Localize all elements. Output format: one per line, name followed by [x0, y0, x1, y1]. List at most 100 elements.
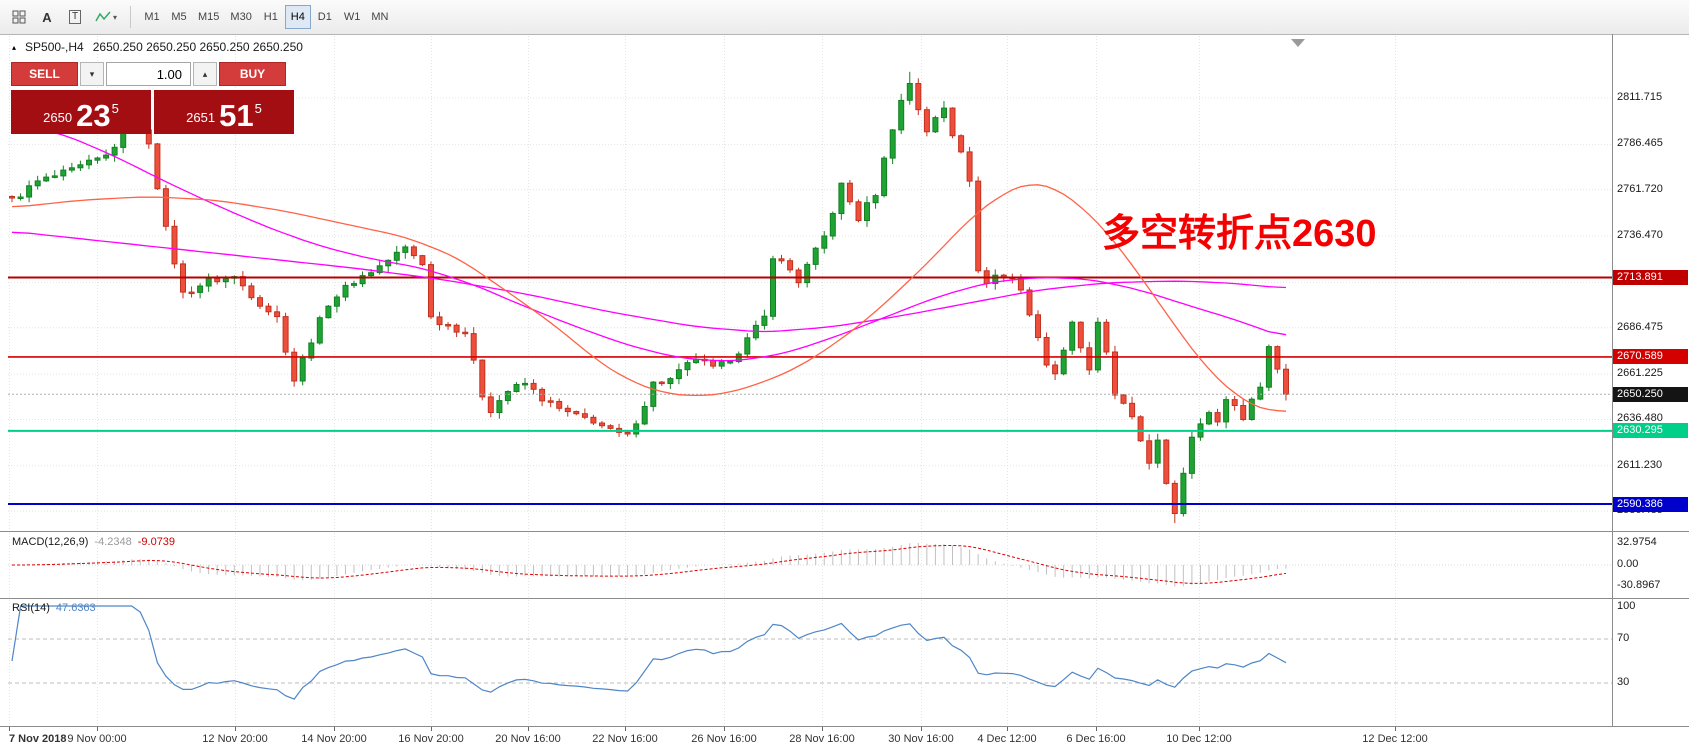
price-axis-label: 2736.470 — [1617, 229, 1663, 241]
candle — [684, 360, 691, 376]
ask-quote-tile[interactable]: 2651 51 5 — [154, 90, 294, 134]
price-tag-2650.250[interactable]: 2650.250 — [1613, 387, 1688, 402]
candle — [581, 408, 588, 420]
candle — [291, 348, 298, 387]
candle — [744, 333, 751, 358]
candle — [932, 115, 939, 133]
rsi-line — [11, 605, 1287, 700]
candle — [650, 381, 657, 412]
candle — [1129, 396, 1136, 420]
candle — [778, 254, 785, 264]
candle — [487, 392, 494, 418]
price-tag-2670.589[interactable]: 2670.589 — [1613, 349, 1688, 364]
candle — [171, 219, 178, 269]
timeframe-M5[interactable]: M5 — [166, 5, 192, 29]
candle — [1180, 467, 1187, 517]
candle — [829, 211, 836, 240]
timeframe-H1[interactable]: H1 — [258, 5, 284, 29]
time-axis-label: 30 Nov 16:00 — [888, 733, 954, 745]
macd-value: -4.2348 — [94, 536, 132, 548]
candle — [675, 363, 682, 385]
candle — [1035, 310, 1041, 342]
letter-a-icon: A — [42, 9, 52, 25]
candle — [1120, 394, 1127, 405]
price-axis-label: 2811.715 — [1617, 91, 1663, 103]
toolbar: A T ▾ M1 M5 M15 M30 H1 H4 D1 W1 MN — [0, 0, 1689, 34]
timeframe-D1[interactable]: D1 — [312, 5, 338, 29]
sell-button[interactable]: SELL — [11, 62, 78, 86]
timeframe-M30[interactable]: M30 — [225, 5, 256, 29]
candle — [564, 405, 571, 417]
candle — [1197, 418, 1204, 441]
timeframe-H4[interactable]: H4 — [284, 5, 311, 29]
candle — [872, 193, 879, 209]
bid-quote-tile[interactable]: 2650 23 5 — [11, 90, 151, 134]
ask-pip: 5 — [254, 101, 262, 116]
candle — [855, 199, 862, 223]
candle — [770, 255, 776, 321]
candle — [1274, 345, 1281, 374]
macd-label: MACD(12,26,9) -4.2348 -9.0739 — [12, 536, 175, 548]
cursor-tool-icon[interactable]: A — [34, 5, 60, 29]
volume-input[interactable] — [106, 62, 191, 86]
candle — [402, 244, 409, 259]
candle — [812, 246, 819, 270]
candle — [941, 101, 947, 123]
candle — [906, 71, 913, 105]
time-axis-label: 6 Dec 16:00 — [1066, 733, 1126, 745]
candle — [1146, 434, 1153, 470]
time-axis-label: 14 Nov 20:00 — [301, 733, 367, 745]
candle — [1248, 397, 1255, 421]
candle — [1188, 432, 1195, 479]
candle — [573, 410, 580, 416]
candle — [436, 311, 443, 331]
timeframe-MN[interactable]: MN — [366, 5, 393, 29]
candle — [94, 156, 101, 164]
volume-increase-button[interactable]: ▴ — [193, 62, 217, 86]
volume-decrease-button[interactable]: ▾ — [80, 62, 104, 86]
candle — [864, 196, 870, 227]
macd-histogram — [28, 543, 1287, 587]
candle — [1043, 332, 1050, 368]
timeframe-M15[interactable]: M15 — [193, 5, 224, 29]
candle — [881, 156, 888, 198]
macd-name: MACD(12,26,9) — [12, 536, 89, 548]
indicator-line-icon[interactable]: ▾ — [90, 5, 122, 29]
ask-big-figure: 2651 — [186, 110, 216, 125]
candle — [1052, 360, 1059, 380]
chart-windows-icon[interactable] — [6, 5, 32, 29]
timeframe-M1[interactable]: M1 — [139, 5, 165, 29]
macd-axis-label: -30.8967 — [1617, 579, 1661, 591]
candle — [376, 259, 383, 275]
candle — [197, 283, 204, 299]
rsi-axis-label: 100 — [1617, 600, 1636, 612]
price-axis-label: 2661.225 — [1617, 367, 1663, 379]
candle — [846, 180, 853, 205]
rsi-name: RSI(14) — [12, 602, 50, 614]
candle — [1069, 320, 1076, 355]
time-axis-label: 7 Nov 2018 — [9, 733, 67, 745]
chart-title: ▴ SP500-,H4 2650.250 2650.250 2650.250 2… — [12, 40, 303, 54]
candle — [496, 395, 503, 419]
timeframe-W1[interactable]: W1 — [339, 5, 366, 29]
candle — [547, 396, 554, 408]
price-tag-2630.295[interactable]: 2630.295 — [1613, 423, 1688, 438]
chart-shift-marker-icon[interactable] — [1291, 39, 1305, 47]
candle — [1257, 382, 1264, 401]
candle — [162, 184, 169, 231]
bid-pip: 5 — [111, 101, 119, 116]
candle — [1223, 396, 1230, 429]
price-tag-2713.891[interactable]: 2713.891 — [1613, 270, 1688, 285]
bid-big-figure: 2650 — [43, 110, 73, 125]
price-tag-2590.386[interactable]: 2590.386 — [1613, 497, 1688, 512]
candle — [787, 258, 794, 273]
candle — [804, 261, 811, 288]
text-tool-icon[interactable]: T — [62, 5, 88, 29]
price-axis-label: 2636.480 — [1617, 412, 1663, 424]
candle — [1060, 347, 1067, 376]
candle — [633, 420, 640, 438]
candle — [1171, 480, 1178, 524]
buy-button[interactable]: BUY — [219, 62, 286, 86]
candle — [539, 387, 546, 407]
timeframe-group: M1 M5 M15 M30 H1 H4 D1 W1 MN — [139, 5, 393, 29]
